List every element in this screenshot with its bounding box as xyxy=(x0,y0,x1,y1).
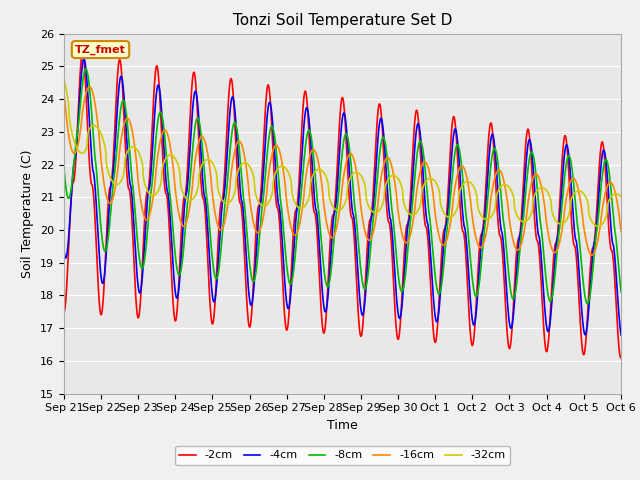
-2cm xyxy=(502,302,509,308)
-32cm xyxy=(631,226,639,231)
-16cm xyxy=(346,151,354,156)
-4cm xyxy=(502,270,509,276)
-8cm xyxy=(154,123,161,129)
-4cm xyxy=(346,178,354,183)
-16cm xyxy=(86,84,93,90)
-8cm xyxy=(621,303,628,309)
-2cm xyxy=(346,204,354,210)
Text: TZ_fmet: TZ_fmet xyxy=(75,44,126,55)
-2cm xyxy=(335,134,342,140)
-4cm xyxy=(154,84,161,90)
-4cm xyxy=(589,253,596,259)
-32cm xyxy=(60,77,68,83)
Y-axis label: Soil Temperature (C): Soil Temperature (C) xyxy=(22,149,35,278)
-2cm xyxy=(154,64,161,70)
-32cm xyxy=(501,182,509,188)
Line: -32cm: -32cm xyxy=(64,80,640,228)
-4cm xyxy=(618,335,626,341)
-32cm xyxy=(588,219,596,225)
-8cm xyxy=(589,270,596,276)
-4cm xyxy=(80,56,88,62)
Line: -2cm: -2cm xyxy=(64,53,640,361)
-16cm xyxy=(625,254,633,260)
Line: -8cm: -8cm xyxy=(64,69,640,306)
Title: Tonzi Soil Temperature Set D: Tonzi Soil Temperature Set D xyxy=(233,13,452,28)
-2cm xyxy=(79,50,86,56)
-4cm xyxy=(335,162,342,168)
-16cm xyxy=(60,89,68,95)
-8cm xyxy=(82,66,90,72)
Line: -4cm: -4cm xyxy=(64,59,640,338)
-32cm xyxy=(335,208,342,214)
Legend: -2cm, -4cm, -8cm, -16cm, -32cm: -2cm, -4cm, -8cm, -16cm, -32cm xyxy=(175,446,510,465)
-16cm xyxy=(335,213,342,219)
-16cm xyxy=(154,157,161,163)
-16cm xyxy=(589,252,596,258)
-8cm xyxy=(346,150,354,156)
-8cm xyxy=(60,166,68,171)
-8cm xyxy=(502,235,509,241)
-32cm xyxy=(153,190,161,196)
Line: -16cm: -16cm xyxy=(64,87,640,257)
-8cm xyxy=(335,189,342,195)
-2cm xyxy=(589,246,596,252)
-2cm xyxy=(60,309,68,315)
-32cm xyxy=(346,176,353,182)
-16cm xyxy=(502,186,509,192)
-4cm xyxy=(60,248,68,253)
X-axis label: Time: Time xyxy=(327,419,358,432)
